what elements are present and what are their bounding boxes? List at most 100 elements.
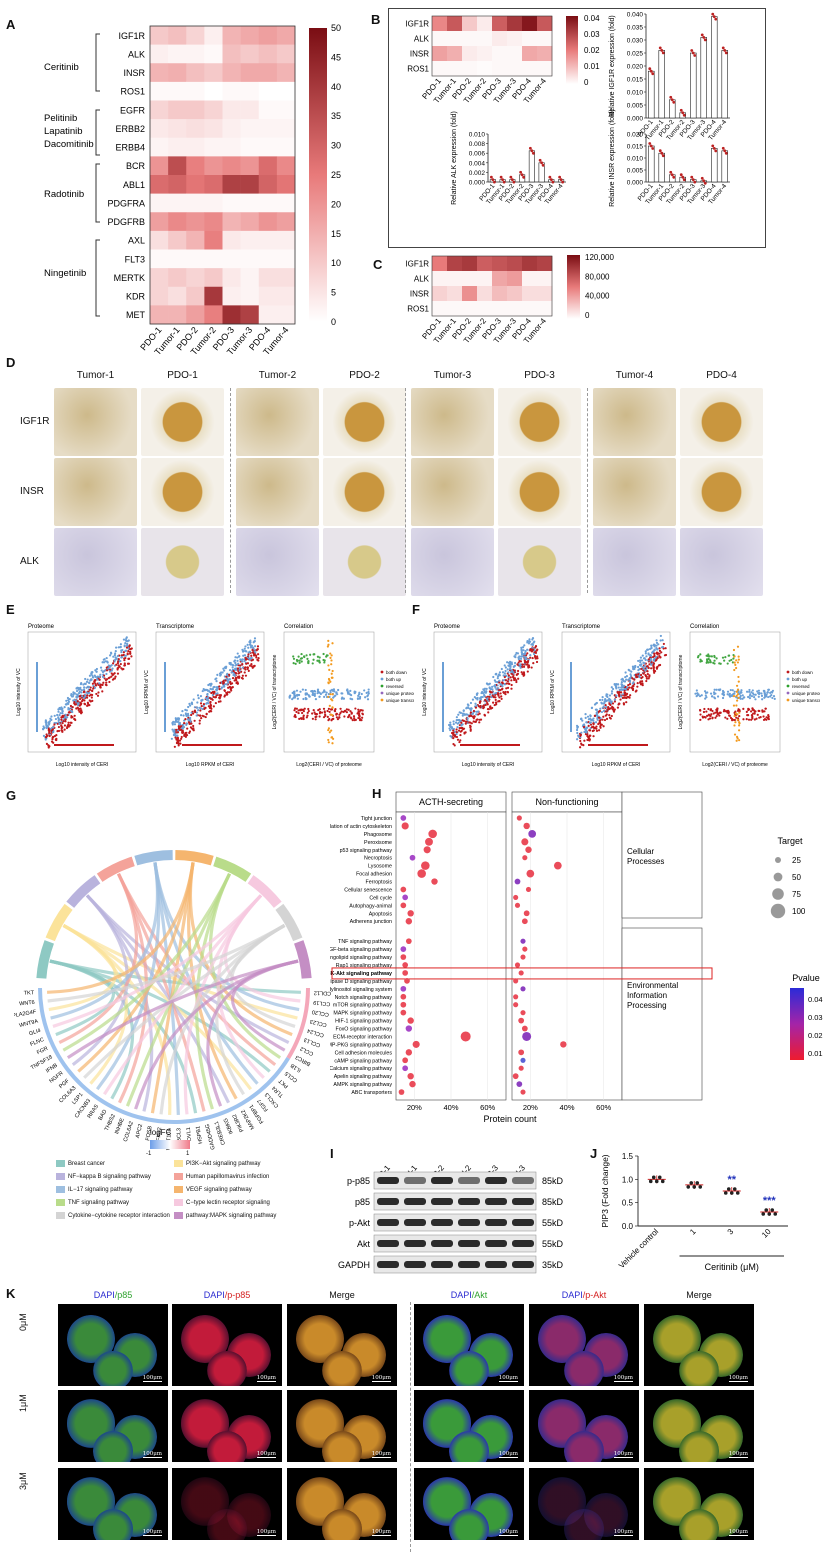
drug-label: Pelitinib bbox=[44, 113, 77, 124]
heatmap-cell bbox=[462, 46, 478, 62]
scatter-point bbox=[736, 718, 739, 722]
scatter-point bbox=[662, 642, 665, 646]
scatter-point bbox=[303, 707, 306, 710]
heatmap-cell bbox=[447, 301, 463, 317]
scatter-point bbox=[103, 658, 106, 661]
scatter-point bbox=[317, 709, 320, 712]
scatter-point bbox=[225, 691, 228, 694]
ihc-tissue-image bbox=[54, 528, 137, 596]
y-tick-label: 1.0 bbox=[622, 1175, 634, 1184]
scatter-point bbox=[623, 692, 627, 695]
scatter-point bbox=[51, 728, 54, 731]
scatter-point bbox=[458, 711, 461, 714]
scatter-point bbox=[513, 678, 516, 681]
scatter-point bbox=[322, 716, 326, 719]
scatter-point bbox=[510, 661, 513, 664]
scatter-point bbox=[705, 654, 708, 657]
scatter-point bbox=[732, 692, 735, 695]
scatter-point bbox=[456, 725, 459, 729]
scatter-point bbox=[505, 687, 508, 690]
scatter-point bbox=[173, 723, 177, 726]
data-point bbox=[764, 1208, 769, 1212]
scatter-point bbox=[736, 693, 739, 696]
scatter-point bbox=[231, 666, 234, 669]
scatter-point bbox=[108, 654, 112, 657]
scatter-point bbox=[658, 655, 661, 658]
scatter-point bbox=[341, 696, 344, 699]
term-label: Autophagy-animal bbox=[349, 903, 392, 909]
scatter-point bbox=[582, 723, 586, 726]
scatter-point bbox=[738, 722, 741, 725]
scatter-point bbox=[761, 698, 764, 701]
scatter-point bbox=[527, 642, 531, 645]
blot-band bbox=[377, 1240, 399, 1247]
data-point bbox=[661, 51, 665, 55]
scatter-point bbox=[84, 677, 87, 681]
scatter-point bbox=[241, 658, 244, 661]
heatmap-cell bbox=[507, 286, 523, 302]
scatter-point bbox=[735, 694, 738, 697]
if-image: 100μm bbox=[529, 1304, 639, 1386]
panel-a-heatmap: Ceritinib Pelitinib Lapatinib Dacomitini… bbox=[44, 23, 341, 357]
scatter-point bbox=[353, 691, 356, 694]
dot bbox=[412, 1040, 420, 1048]
scatter-point bbox=[329, 656, 332, 660]
dot bbox=[402, 970, 409, 976]
heatmap-cell bbox=[492, 286, 508, 302]
scatter-point bbox=[105, 672, 108, 676]
scatter-point bbox=[590, 726, 593, 729]
if-column-header: Merge bbox=[287, 1290, 397, 1300]
scatter-point bbox=[595, 727, 598, 730]
scatter-point bbox=[225, 673, 229, 676]
scatter-point bbox=[650, 644, 653, 647]
legend-swatch bbox=[56, 1212, 65, 1219]
y-tick-label: 0.000 bbox=[627, 180, 644, 187]
heatmap-cell bbox=[492, 46, 508, 62]
data-point bbox=[651, 1175, 656, 1180]
scatter-point bbox=[737, 729, 741, 732]
scatter-point bbox=[216, 687, 219, 690]
scatter-point bbox=[757, 692, 760, 695]
if-image: 100μm bbox=[58, 1468, 168, 1540]
scatter-point bbox=[660, 651, 663, 654]
scatter-point bbox=[607, 706, 610, 710]
scatter-point bbox=[77, 688, 80, 691]
ihc-tissue-image bbox=[680, 528, 763, 596]
gene-label: BCR bbox=[126, 161, 146, 171]
scatter-point bbox=[488, 690, 492, 693]
if-image: 100μm bbox=[172, 1390, 282, 1462]
dot bbox=[526, 869, 535, 878]
facet-label: Non-functioning bbox=[535, 797, 598, 807]
bar bbox=[528, 150, 535, 183]
heatmap-cell bbox=[222, 81, 241, 101]
legend-marker bbox=[786, 684, 790, 688]
ihc-tissue-image bbox=[141, 528, 224, 596]
scatter-point bbox=[297, 709, 300, 712]
scatter-point bbox=[587, 724, 590, 727]
heatmap-cell bbox=[240, 175, 260, 194]
scatter-point bbox=[241, 663, 244, 666]
scatter-point bbox=[583, 730, 586, 734]
dot bbox=[402, 1057, 409, 1064]
scatter-point bbox=[643, 664, 646, 668]
heatmap-cell bbox=[222, 175, 241, 194]
scatter-point bbox=[470, 714, 473, 717]
scatter-point bbox=[746, 714, 749, 717]
scatter-point bbox=[608, 700, 611, 703]
scatter-point bbox=[79, 683, 83, 686]
heatmap-cell bbox=[258, 212, 278, 232]
scatter-point bbox=[197, 697, 200, 700]
scatter-point bbox=[452, 727, 456, 731]
dot bbox=[400, 1009, 407, 1016]
heatmap-cell bbox=[537, 46, 553, 62]
data-point bbox=[735, 1191, 740, 1195]
scatter-point bbox=[118, 665, 121, 668]
significance-label: *** bbox=[763, 1195, 777, 1207]
scatter-point bbox=[707, 718, 710, 721]
heatmap-cell bbox=[222, 26, 241, 45]
gene-label: INSR bbox=[410, 290, 429, 299]
scatter-point bbox=[731, 718, 735, 721]
heatmap-cell bbox=[222, 212, 241, 232]
scatter-point bbox=[180, 737, 183, 740]
scatter-point bbox=[296, 659, 299, 662]
